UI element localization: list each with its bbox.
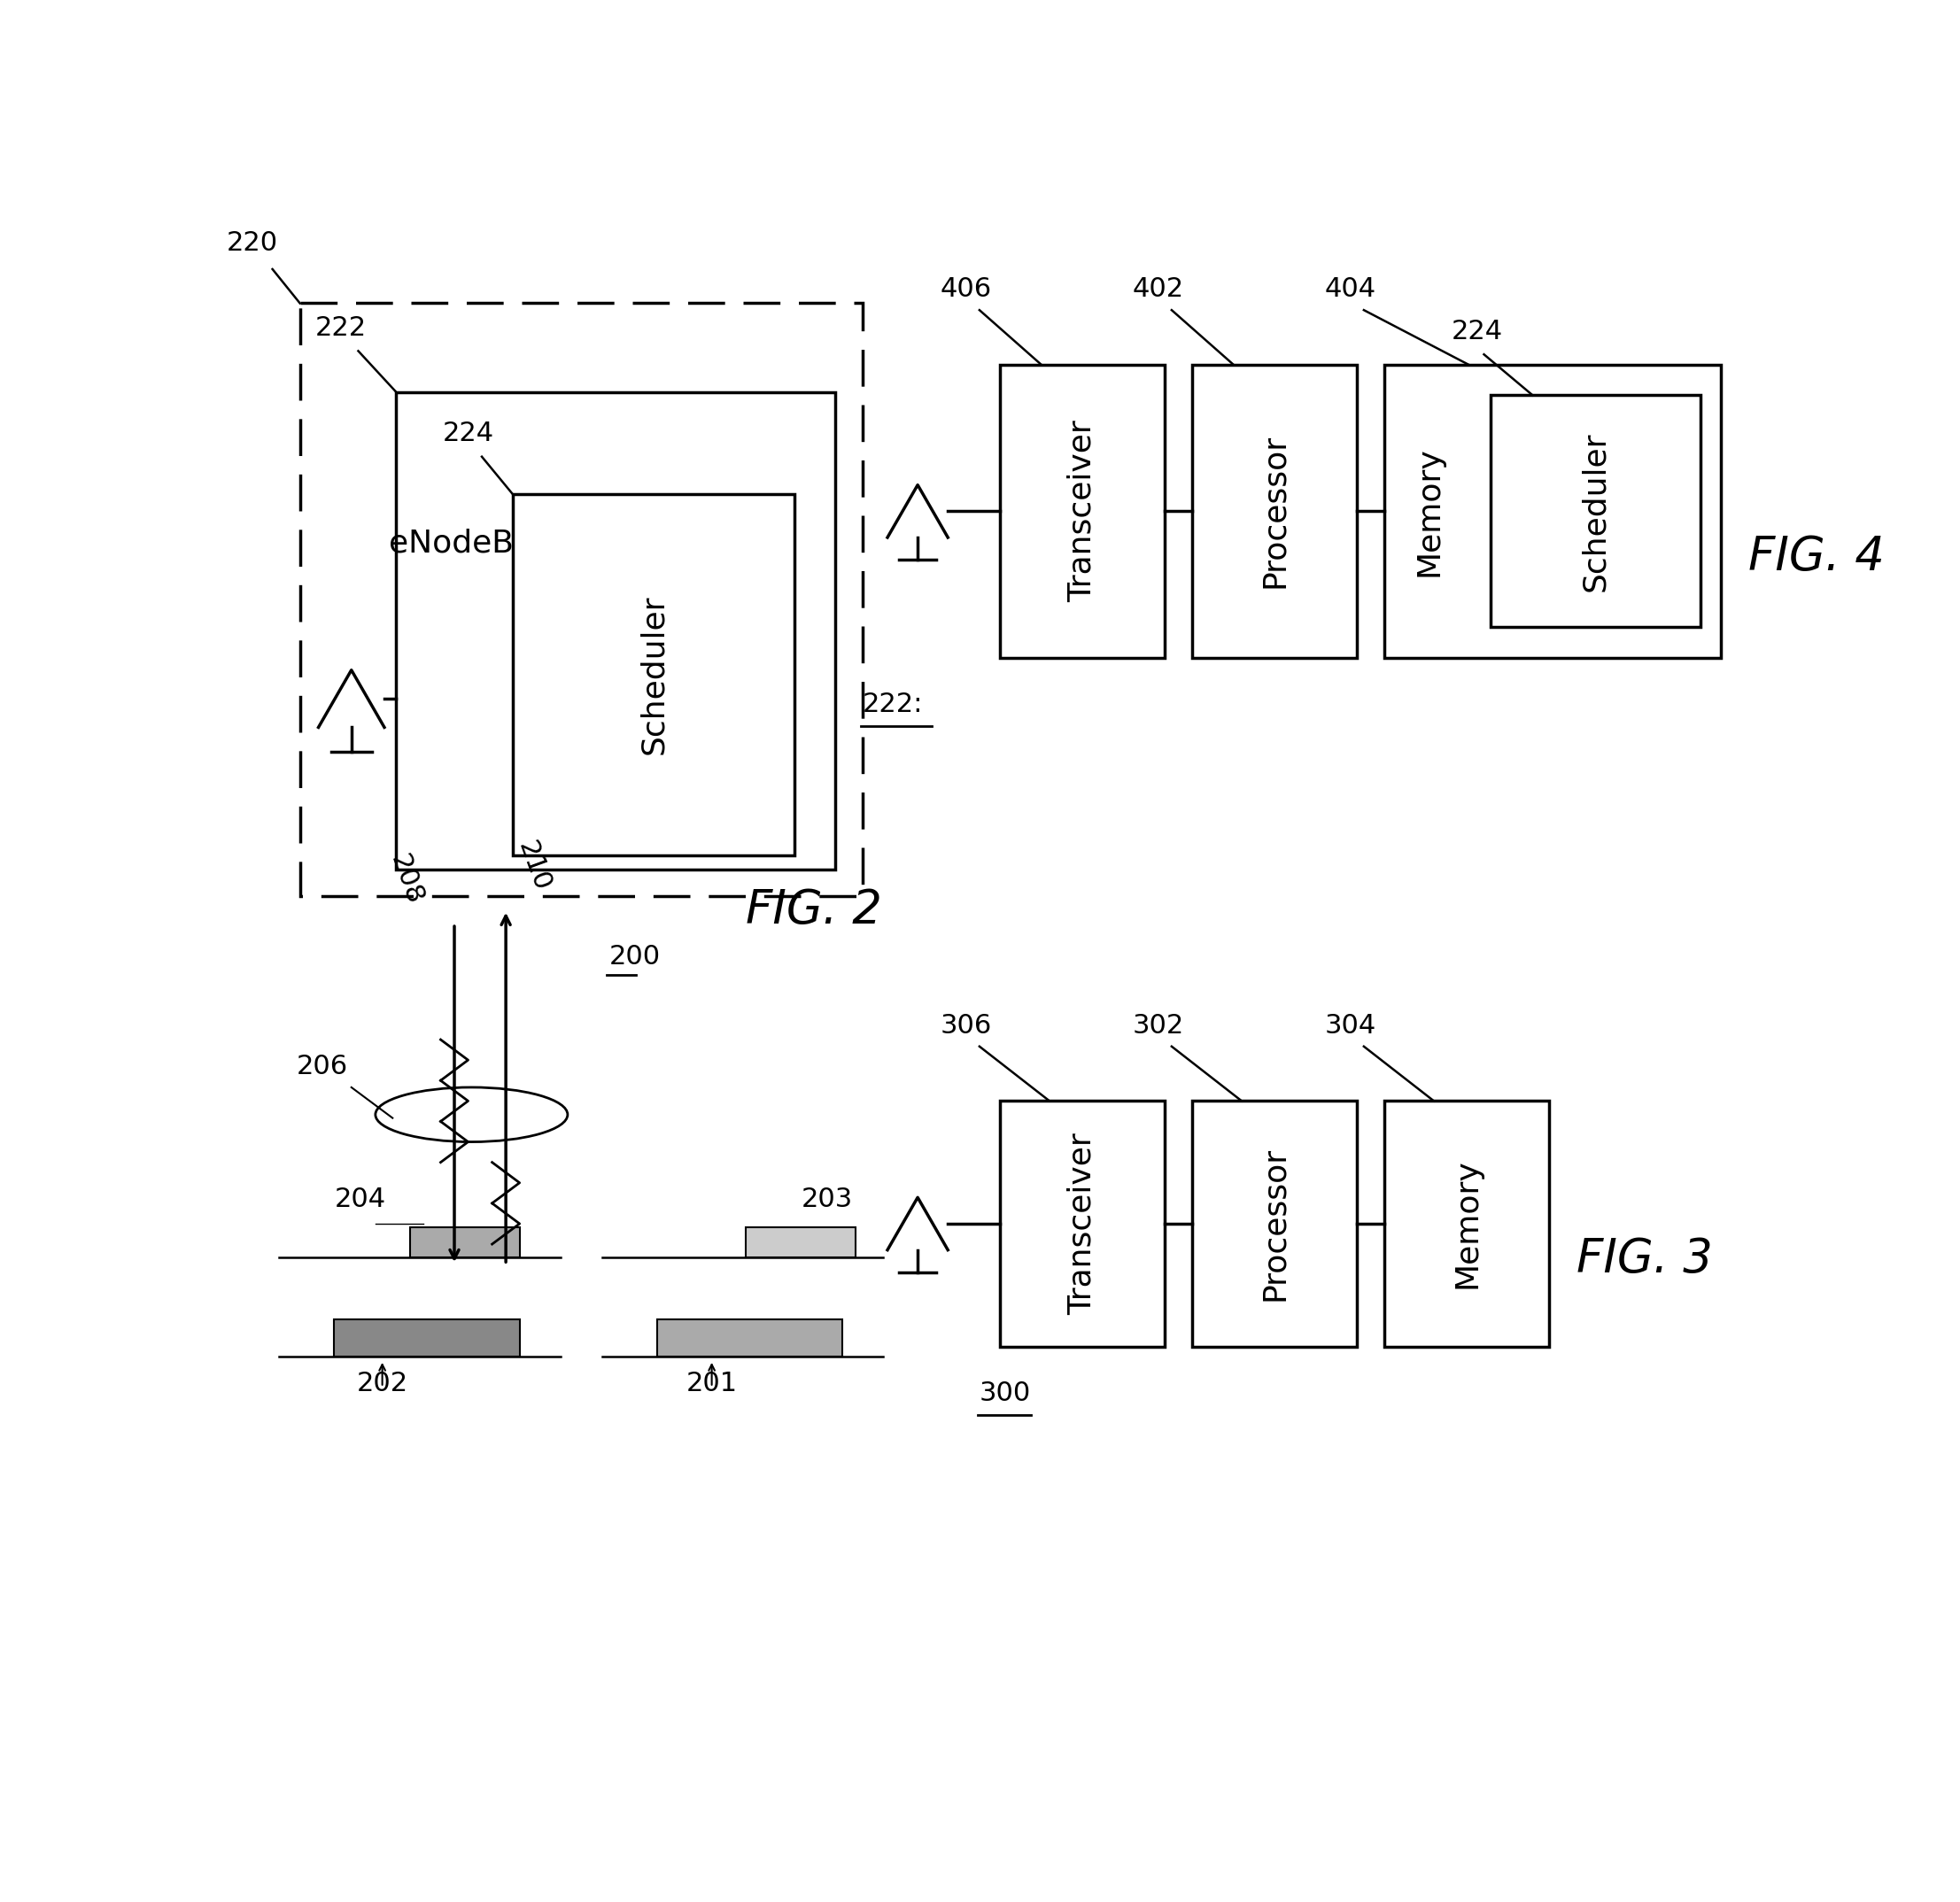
Text: Memory: Memory xyxy=(1413,447,1445,576)
Bar xyxy=(1000,365,1164,658)
Text: eNodeB: eNodeB xyxy=(388,529,514,559)
Text: 404: 404 xyxy=(1325,276,1376,302)
Text: 302: 302 xyxy=(1133,1012,1184,1038)
Text: 224: 224 xyxy=(443,420,494,447)
Text: 204: 204 xyxy=(335,1187,386,1212)
Text: 208: 208 xyxy=(386,852,427,909)
Text: Processor: Processor xyxy=(1260,1147,1290,1301)
Bar xyxy=(1384,1101,1548,1347)
Text: Memory: Memory xyxy=(1452,1158,1482,1290)
Text: 224: 224 xyxy=(1450,318,1503,344)
Text: 300: 300 xyxy=(980,1381,1031,1406)
Bar xyxy=(1492,396,1699,628)
Bar xyxy=(300,302,862,896)
Text: 402: 402 xyxy=(1133,276,1184,302)
Text: Processor: Processor xyxy=(1260,434,1290,588)
Text: 306: 306 xyxy=(941,1012,992,1038)
Bar xyxy=(335,1320,519,1356)
Text: 406: 406 xyxy=(941,276,992,302)
Text: Transceiver: Transceiver xyxy=(1068,420,1098,603)
Text: Scheduler: Scheduler xyxy=(639,595,668,755)
Text: 210: 210 xyxy=(514,837,555,896)
Text: Scheduler: Scheduler xyxy=(1580,432,1611,592)
Bar xyxy=(410,1227,519,1257)
Bar xyxy=(657,1320,843,1356)
Text: 200: 200 xyxy=(610,943,661,970)
Text: 201: 201 xyxy=(686,1369,737,1396)
Bar xyxy=(1000,1101,1164,1347)
Text: 203: 203 xyxy=(802,1187,853,1212)
Bar xyxy=(514,495,794,856)
Text: 206: 206 xyxy=(296,1054,349,1078)
Text: FIG. 3: FIG. 3 xyxy=(1576,1236,1713,1282)
Text: FIG. 2: FIG. 2 xyxy=(747,888,882,934)
Text: FIG. 4: FIG. 4 xyxy=(1748,534,1884,580)
Text: 304: 304 xyxy=(1325,1012,1376,1038)
Bar xyxy=(747,1227,857,1257)
Bar xyxy=(1192,365,1356,658)
Bar xyxy=(1384,365,1721,658)
Bar xyxy=(1192,1101,1356,1347)
Text: 220: 220 xyxy=(225,230,278,255)
Text: 222:: 222: xyxy=(862,692,923,717)
Text: 222: 222 xyxy=(316,316,367,340)
Bar xyxy=(396,392,835,869)
Text: Transceiver: Transceiver xyxy=(1068,1132,1098,1314)
Text: 202: 202 xyxy=(357,1369,408,1396)
